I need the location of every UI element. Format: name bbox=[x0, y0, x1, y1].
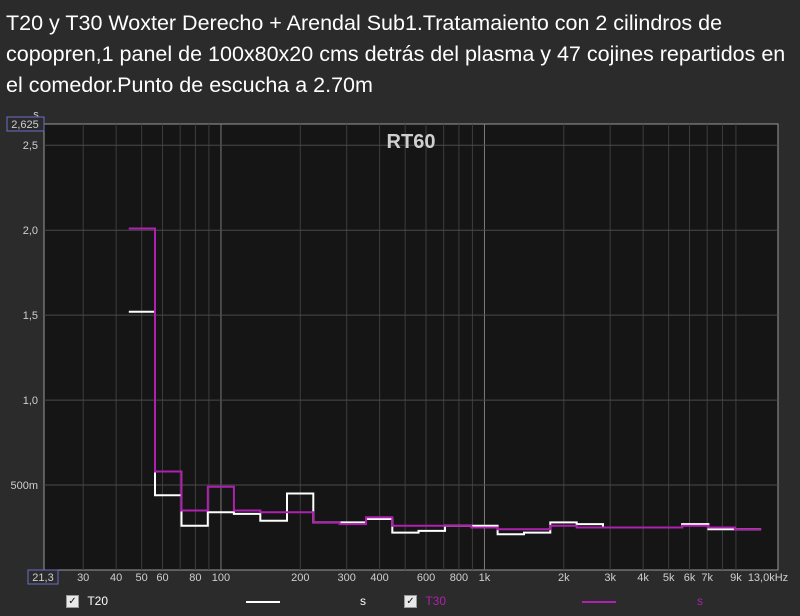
t20-legend-line bbox=[246, 601, 280, 603]
x-tick-label: 1k bbox=[479, 572, 491, 584]
y-max-box[interactable] bbox=[6, 116, 45, 132]
t20-checkbox[interactable]: ✓ bbox=[66, 595, 79, 609]
x-tick-label: 13,0kHz bbox=[748, 572, 788, 584]
t30-legend-line bbox=[582, 601, 616, 603]
y-tick-label: 1,5 bbox=[23, 310, 38, 322]
x-tick-label: 800 bbox=[450, 572, 468, 584]
grid bbox=[44, 124, 778, 570]
series-t30-line bbox=[128, 227, 762, 531]
y-tick-label: 1,0 bbox=[23, 395, 38, 407]
x-tick-label: 50 bbox=[136, 572, 148, 584]
y-max-label: 2,625 bbox=[11, 119, 39, 131]
chart-title: RT60 bbox=[387, 131, 436, 153]
x-axis: 30 40 50 60 80 100 200 300 400 600 800 1k 2k 3k 4k 5k 6k… bbox=[77, 572, 788, 584]
x-tick-label: 6k bbox=[684, 572, 696, 584]
x-tick-label: 300 bbox=[338, 572, 356, 584]
y-unit-label: s bbox=[33, 109, 39, 121]
t20-label: T20 bbox=[87, 594, 109, 608]
x-tick-label: 40 bbox=[110, 572, 122, 584]
x-tick-label: 200 bbox=[291, 572, 309, 584]
t30-checkbox[interactable]: ✓ bbox=[404, 595, 417, 609]
y-axis: 2,5 2,0 1,5 1,0 500m bbox=[10, 140, 38, 492]
x-tick-label: 2k bbox=[558, 572, 570, 584]
y-tick-label: 2,5 bbox=[23, 140, 38, 152]
y-tick-label: 500m bbox=[10, 480, 38, 492]
x-min-box[interactable] bbox=[27, 569, 59, 585]
x-min-label: 21,3 bbox=[32, 572, 53, 584]
x-tick-label: 600 bbox=[417, 572, 435, 584]
x-tick-label: 7k bbox=[701, 572, 713, 584]
legend-t20[interactable]: ✓ T20 bbox=[66, 594, 108, 610]
x-tick-label: 30 bbox=[77, 572, 89, 584]
x-tick-label: 400 bbox=[370, 572, 388, 584]
t30-unit: s bbox=[697, 594, 703, 608]
t30-label: T30 bbox=[425, 594, 447, 608]
x-tick-label: 4k bbox=[637, 572, 649, 584]
x-tick-label: 5k bbox=[663, 572, 675, 584]
chart-heading: T20 y T30 Woxter Derecho + Arendal Sub1.… bbox=[6, 11, 786, 97]
x-tick-label: 100 bbox=[212, 572, 230, 584]
legend-t30[interactable]: ✓ T30 bbox=[404, 594, 446, 610]
series-group bbox=[128, 227, 762, 536]
y-tick-label: 2,0 bbox=[23, 225, 38, 237]
x-tick-label: 3k bbox=[604, 572, 616, 584]
x-tick-label: 60 bbox=[156, 572, 168, 584]
x-tick-label: 9k bbox=[730, 572, 742, 584]
t20-unit: s bbox=[360, 594, 366, 608]
x-tick-label: 80 bbox=[189, 572, 201, 584]
